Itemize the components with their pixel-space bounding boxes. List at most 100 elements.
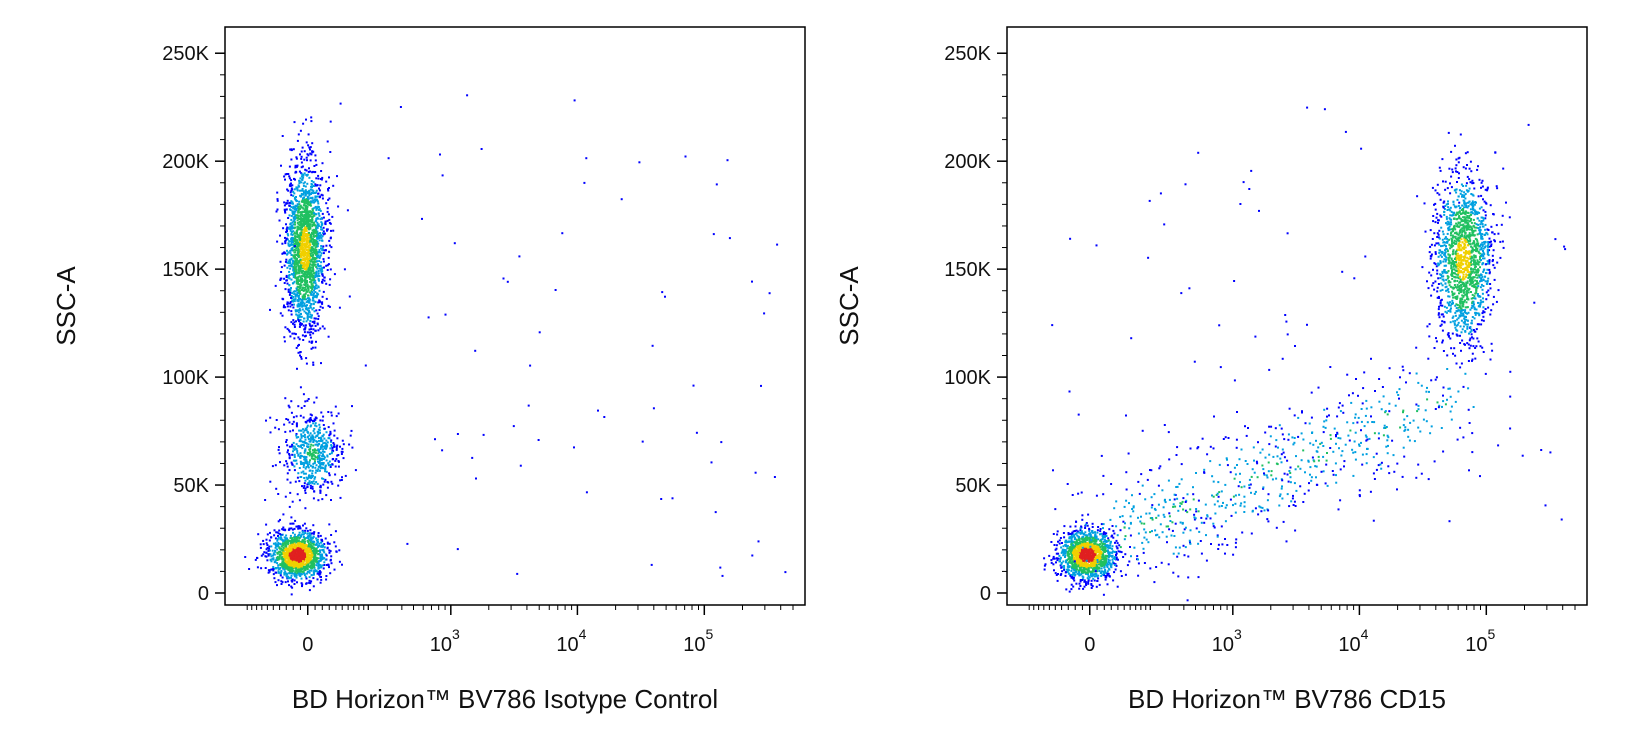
event-dot [1100, 553, 1103, 556]
event-dot [329, 120, 332, 123]
event-dot [1119, 570, 1122, 573]
event-dot [326, 546, 329, 549]
event-dot [290, 537, 293, 540]
event-dot [300, 155, 303, 158]
event-dot [285, 276, 288, 278]
event-dot [314, 195, 317, 198]
event-dot [299, 527, 302, 530]
event-dot [311, 211, 314, 214]
event-dot [303, 563, 306, 566]
event-dot [1103, 566, 1106, 569]
event-dot [306, 243, 308, 246]
event-dot [291, 202, 294, 205]
event-dot [1107, 554, 1110, 557]
event-dot [337, 412, 340, 415]
event-dot [287, 276, 290, 279]
event-dot [289, 209, 292, 211]
event-dot [297, 265, 300, 268]
event-dot [307, 244, 310, 247]
event-dot [312, 275, 315, 278]
event-dot [1104, 563, 1107, 566]
event-dot [287, 234, 290, 237]
event-dot [298, 309, 301, 312]
event-dot [307, 268, 310, 271]
event-dot [305, 270, 308, 273]
event-dot [288, 576, 291, 579]
event-dot [321, 556, 324, 559]
event-dot [311, 487, 314, 490]
event-dot [301, 250, 304, 253]
event-dot [1115, 564, 1118, 567]
event-dot [318, 469, 321, 472]
event-dot [294, 519, 297, 522]
event-dot [1070, 576, 1073, 579]
event-dot [314, 227, 317, 230]
event-dot [301, 188, 304, 190]
event-dot [313, 249, 316, 252]
event-dot [287, 242, 290, 245]
event-dot [308, 547, 311, 550]
event-dot [1100, 558, 1103, 561]
event-dot [292, 282, 295, 285]
event-dot [295, 186, 298, 189]
event-dot [299, 309, 302, 312]
event-dot [280, 266, 283, 269]
event-dot [276, 538, 279, 541]
event-dot [1068, 533, 1071, 535]
event-dot [323, 564, 326, 566]
event-dot [318, 426, 321, 429]
event-dot [301, 267, 304, 270]
event-dot [335, 415, 338, 418]
event-dot [303, 223, 306, 225]
event-dot [315, 425, 318, 428]
event-dot [310, 293, 313, 296]
event-dot [300, 220, 302, 223]
event-dot [270, 545, 273, 548]
event-dot [302, 464, 305, 466]
event-dot [285, 208, 288, 211]
event-dot [306, 256, 309, 259]
event-dot [276, 208, 279, 211]
event-dot [294, 240, 297, 243]
event-dot [295, 157, 298, 160]
event-dot [1054, 548, 1057, 551]
event-dot [296, 186, 299, 189]
event-dot [314, 279, 317, 282]
event-dot [297, 209, 300, 211]
event-dot [307, 254, 310, 257]
event-dot [283, 423, 286, 426]
event-dot [316, 241, 318, 244]
event-dot [319, 462, 322, 465]
event-dot [297, 565, 300, 568]
event-dot [312, 223, 315, 225]
event-dot [319, 419, 322, 422]
event-dot [466, 94, 469, 97]
event-dot [313, 569, 316, 572]
event-dot [293, 558, 295, 561]
event-dot [320, 576, 322, 578]
event-dot [288, 527, 291, 530]
event-dot [301, 279, 304, 281]
event-dot [289, 522, 292, 525]
event-dot [1071, 563, 1074, 565]
event-dot [1101, 543, 1104, 546]
event-dot [319, 184, 322, 187]
event-dot [293, 572, 296, 575]
event-dot [304, 168, 307, 171]
event-dot [303, 202, 306, 205]
event-dot [298, 440, 301, 443]
event-dot [314, 325, 317, 327]
event-dot [527, 404, 530, 407]
event-dot [719, 566, 722, 569]
event-dot [328, 218, 331, 221]
event-dot [1119, 550, 1122, 553]
event-dot [290, 257, 293, 260]
event-dot [320, 538, 323, 541]
event-dot [297, 272, 300, 275]
event-dot [320, 261, 323, 264]
event-dot [284, 210, 286, 213]
event-dot [305, 210, 308, 212]
event-dot [269, 559, 272, 562]
event-dot [1079, 529, 1082, 532]
event-dot [290, 233, 293, 236]
